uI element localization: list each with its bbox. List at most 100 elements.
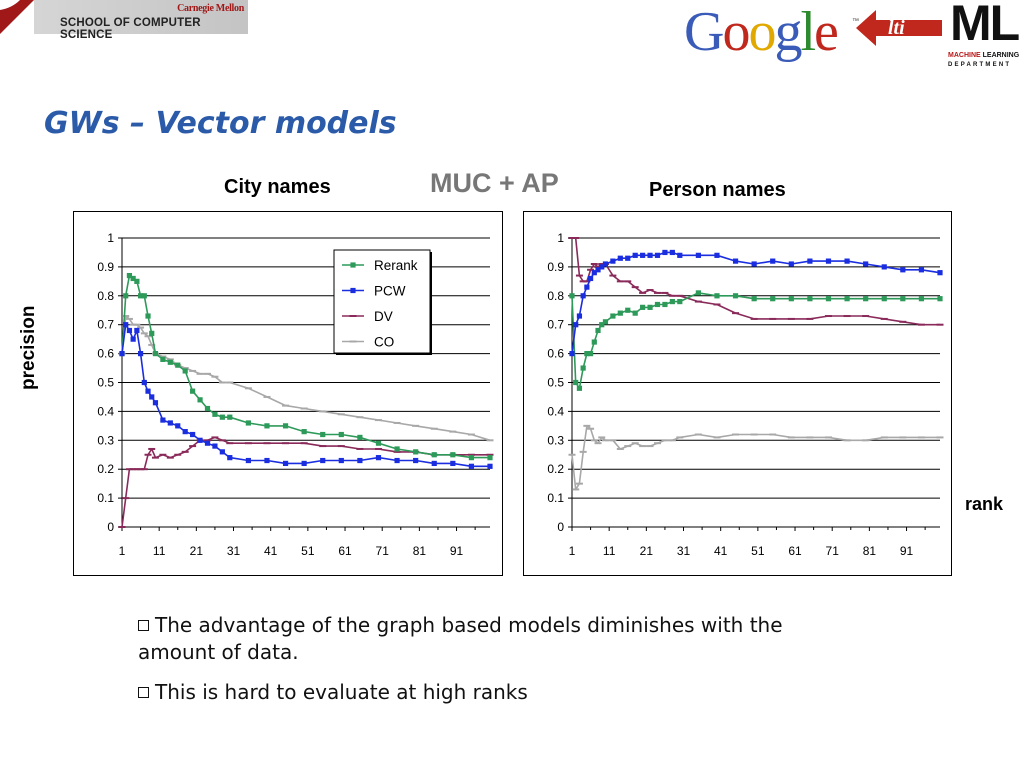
point-pcw	[863, 261, 869, 267]
y-tick-label: 0.6	[97, 347, 114, 361]
legend-label-pcw: PCW	[374, 284, 406, 299]
point-pcw	[394, 457, 400, 464]
bullet-item-1: The advantage of the graph based models …	[138, 612, 858, 666]
point-rerank	[190, 388, 196, 394]
point-rerank	[573, 379, 579, 386]
point-rerank	[182, 368, 188, 374]
point-rerank	[569, 293, 575, 299]
point-pcw	[825, 258, 832, 264]
point-pcw	[175, 423, 181, 429]
point-pcw	[732, 258, 739, 264]
point-pcw	[450, 460, 456, 467]
point-rerank	[595, 327, 601, 334]
y-tick-label: 0.1	[547, 491, 564, 505]
point-rerank	[149, 330, 155, 336]
cmu-wordmark: Carnegie Mellon	[177, 3, 244, 14]
y-tick-label: 1	[107, 231, 114, 245]
point-rerank	[632, 310, 638, 316]
y-tick-label: 0.2	[97, 462, 114, 476]
point-rerank	[602, 319, 609, 325]
bullet-item-2: This is hard to evaluate at high ranks	[138, 679, 858, 706]
point-pcw	[468, 463, 475, 469]
ml-logo-department: DEPARTMENT	[948, 62, 1012, 68]
point-pcw	[431, 460, 437, 467]
checkbox-bullet-icon	[138, 687, 149, 698]
point-rerank	[282, 423, 289, 429]
x-tick-label: 21	[640, 544, 654, 558]
point-rerank	[227, 414, 233, 420]
y-tick-label: 0.5	[547, 376, 564, 390]
point-rerank	[640, 304, 646, 310]
point-rerank	[204, 405, 211, 412]
cmu-seal-icon	[0, 0, 34, 34]
series-line-dv	[121, 436, 490, 528]
point-pcw	[245, 457, 251, 464]
point-rerank	[825, 296, 832, 302]
point-pcw	[714, 252, 720, 258]
left-chart-caption: City names	[224, 176, 331, 198]
point-rerank	[591, 339, 597, 345]
point-pcw	[152, 400, 159, 406]
point-pcw	[264, 457, 270, 464]
point-pcw	[219, 449, 225, 455]
y-tick-label: 0.8	[97, 289, 114, 303]
point-rerank	[937, 296, 943, 302]
point-pcw	[595, 267, 601, 273]
x-tick-label: 1	[119, 544, 126, 558]
point-pcw	[160, 417, 166, 423]
x-tick-label: 11	[603, 544, 616, 558]
point-pcw	[204, 440, 211, 446]
point-rerank	[647, 304, 653, 310]
center-caption: MUC + AP	[430, 168, 559, 198]
x-tick-label: 61	[338, 544, 352, 558]
legend-label-dv: DV	[374, 309, 393, 324]
point-pcw	[573, 322, 579, 328]
point-rerank	[654, 301, 661, 308]
y-tick-label: 0.3	[547, 433, 564, 447]
y-tick-label: 0.5	[97, 376, 114, 390]
point-rerank	[145, 313, 151, 319]
y-tick-label: 0.2	[547, 462, 564, 476]
point-rerank	[152, 351, 159, 357]
point-rerank	[584, 351, 590, 357]
cmu-banner: Carnegie Mellon SCHOOL OF COMPUTER SCIEN…	[0, 0, 248, 41]
legend-label-rerank: Rerank	[374, 258, 418, 273]
x-axis-label: rank	[965, 494, 1004, 514]
point-rerank	[175, 362, 181, 368]
point-rerank	[219, 414, 225, 420]
y-tick-label: 1	[557, 231, 564, 245]
point-rerank	[320, 431, 326, 438]
y-tick-label: 0	[107, 520, 114, 534]
x-tick-label: 31	[677, 544, 691, 558]
point-rerank	[576, 385, 583, 391]
point-pcw	[137, 351, 144, 357]
y-tick-label: 0.3	[97, 433, 114, 447]
city-names-chart-svg: 00.10.20.30.40.50.60.70.80.911 11 21 31 41 51…	[97, 231, 494, 558]
point-rerank	[126, 272, 133, 279]
google-logo: Google	[684, 1, 839, 63]
point-pcw	[617, 255, 623, 261]
point-pcw	[282, 460, 289, 467]
point-pcw	[338, 457, 344, 464]
point-pcw	[591, 270, 597, 276]
point-rerank	[695, 290, 701, 296]
person-names-chart: 0 0.1 0.2 0.3 0.4 0.5 0.6 0.7 0.8 0.9 1 1 11 21 31 41 51…	[523, 211, 952, 576]
point-pcw	[640, 252, 646, 258]
series-line-dv	[572, 237, 940, 326]
x-tick-label: 31	[227, 544, 241, 558]
legend-label-co: CO	[374, 335, 394, 350]
y-tick-label: 0.6	[547, 347, 564, 361]
point-rerank	[167, 359, 173, 365]
lti-logo-icon: lti	[856, 10, 942, 46]
checkbox-bullet-icon	[138, 620, 149, 631]
point-pcw	[357, 457, 363, 464]
point-pcw	[167, 420, 173, 426]
point-rerank	[301, 429, 307, 435]
y-tick-label: 0.7	[97, 318, 114, 332]
point-rerank	[245, 420, 251, 426]
point-rerank	[141, 293, 147, 299]
point-rerank	[807, 296, 813, 302]
point-pcw	[130, 336, 136, 342]
point-pcw	[145, 388, 151, 394]
lti-logo-text: lti	[888, 17, 905, 39]
